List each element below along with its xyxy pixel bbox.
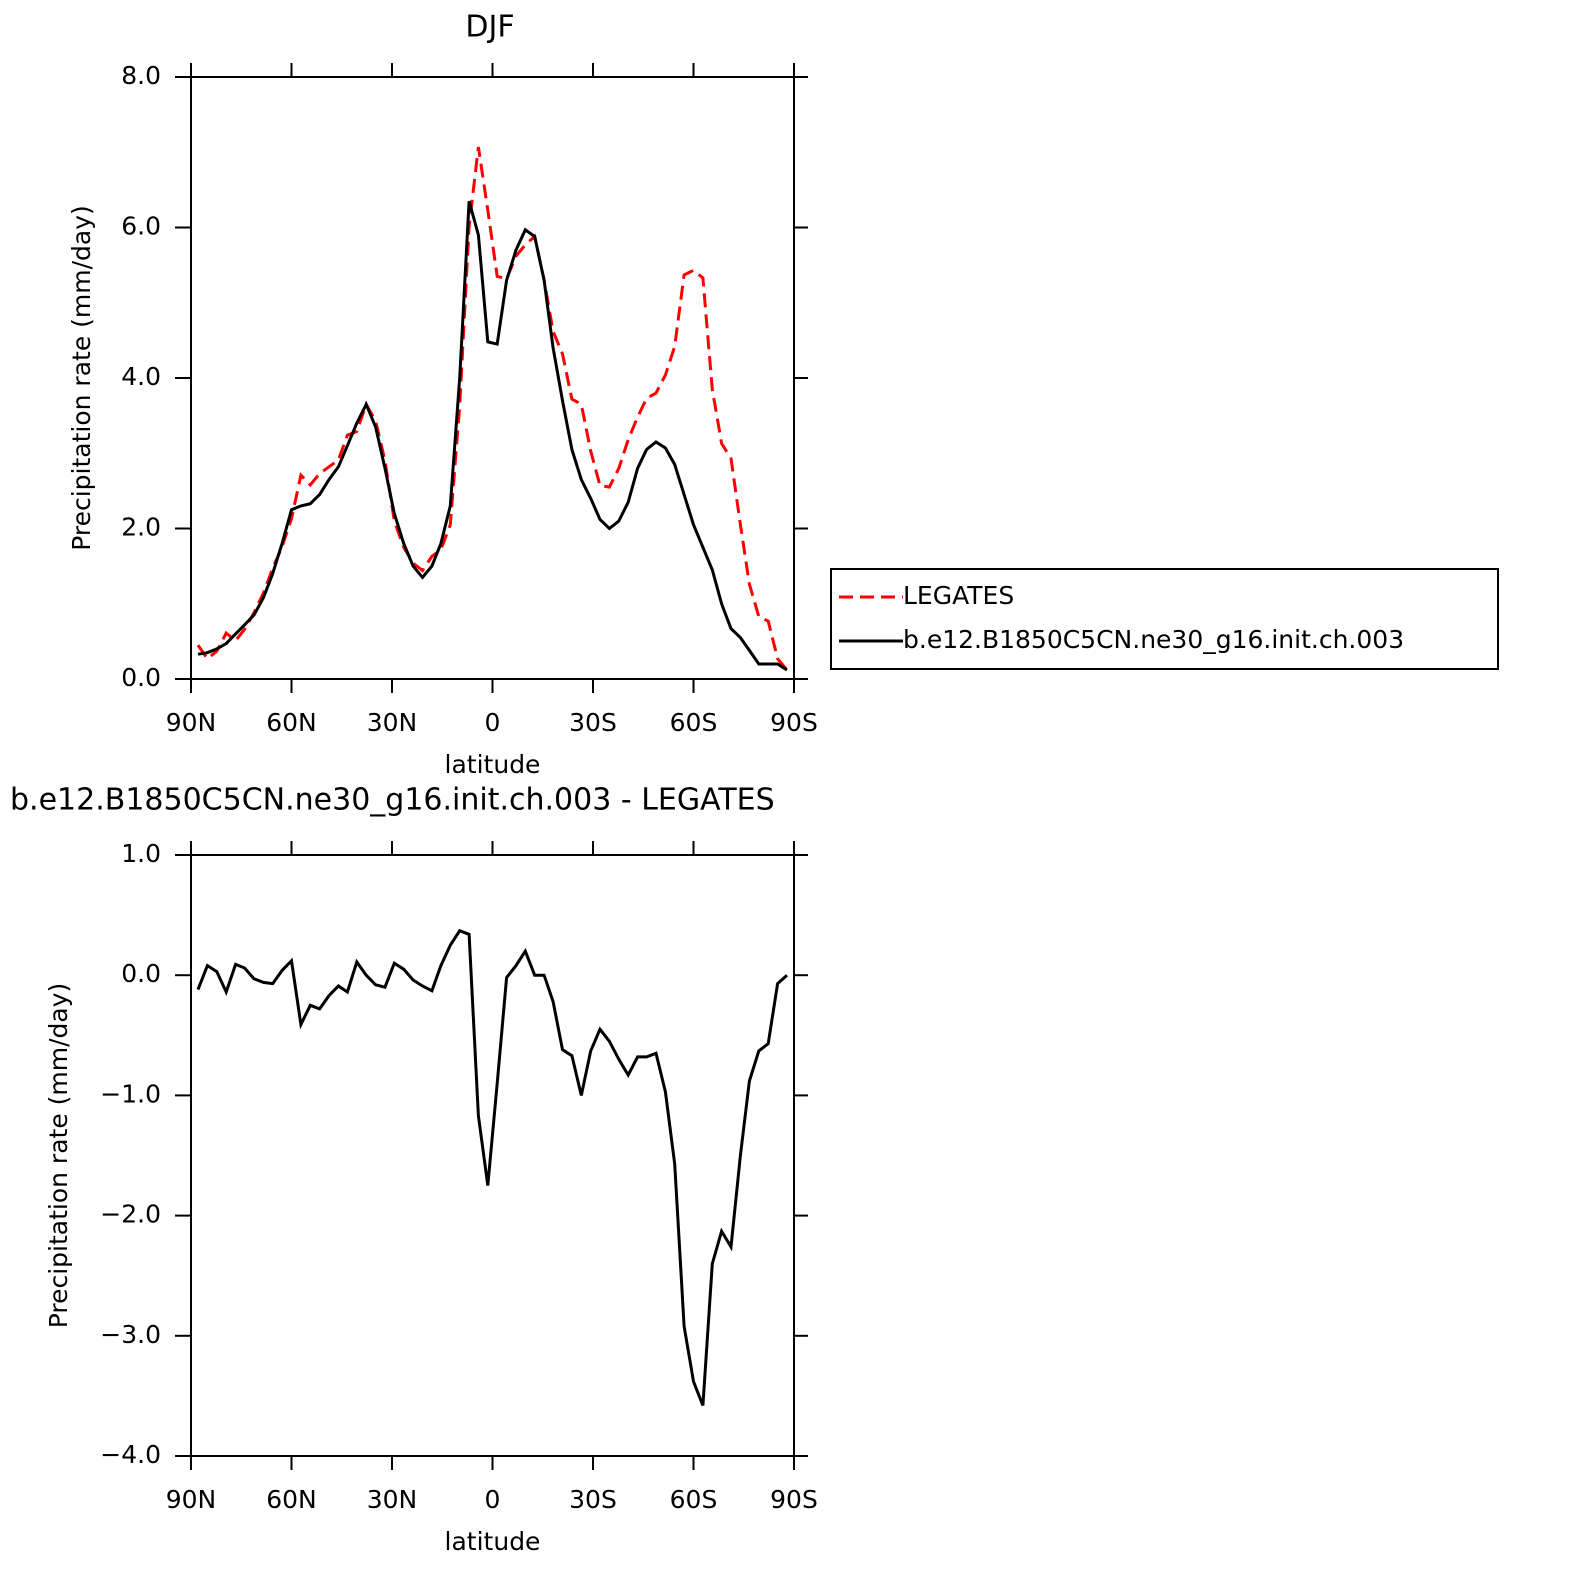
x-tick-label: 90S xyxy=(770,1485,818,1514)
y-tick-label: 1.0 xyxy=(121,839,161,868)
y-tick-label: −1.0 xyxy=(100,1079,161,1108)
x-tick-label: 60S xyxy=(670,708,718,737)
y-tick-label: −3.0 xyxy=(100,1320,161,1349)
x-tick-label: 0 xyxy=(485,708,501,737)
x-tick-label: 60N xyxy=(266,708,317,737)
data-line xyxy=(197,200,788,672)
y-tick-label: 8.0 xyxy=(121,61,161,90)
x-tick-label: 60N xyxy=(266,1485,317,1514)
x-tick-label: 30S xyxy=(569,1485,617,1514)
y-tick-label: 6.0 xyxy=(121,212,161,241)
x-axis-label: latitude xyxy=(445,750,541,779)
x-tick-label: 30S xyxy=(569,708,617,737)
x-axis-label: latitude xyxy=(445,1527,541,1556)
legend-box xyxy=(830,568,1499,670)
y-axis-label: Precipitation rate (mm/day) xyxy=(67,205,96,551)
plot-frame xyxy=(190,854,795,1457)
legend-label: b.e12.B1850C5CN.ne30_g16.init.ch.003 xyxy=(903,625,1404,654)
data-line xyxy=(196,928,788,1407)
y-tick-label: 0.0 xyxy=(121,959,161,988)
x-tick-label: 60S xyxy=(670,1485,718,1514)
y-tick-label: −2.0 xyxy=(100,1200,161,1229)
x-tick-label: 30N xyxy=(367,1485,418,1514)
y-tick-label: 0.0 xyxy=(121,663,161,692)
data-line xyxy=(196,146,789,671)
chart-title: b.e12.B1850C5CN.ne30_g16.init.ch.003 - L… xyxy=(10,783,775,818)
x-tick-label: 90S xyxy=(770,708,818,737)
x-tick-label: 90N xyxy=(166,708,217,737)
legend-label: LEGATES xyxy=(903,581,1014,610)
x-tick-label: 30N xyxy=(367,708,418,737)
x-tick-label: 0 xyxy=(485,1485,501,1514)
y-tick-label: 2.0 xyxy=(121,513,161,542)
plot-frame xyxy=(190,76,795,680)
y-tick-label: −4.0 xyxy=(100,1440,161,1469)
y-tick-label: 4.0 xyxy=(121,362,161,391)
chart-title: DJF xyxy=(465,10,514,45)
x-tick-label: 90N xyxy=(166,1485,217,1514)
y-axis-label: Precipitation rate (mm/day) xyxy=(44,983,73,1329)
